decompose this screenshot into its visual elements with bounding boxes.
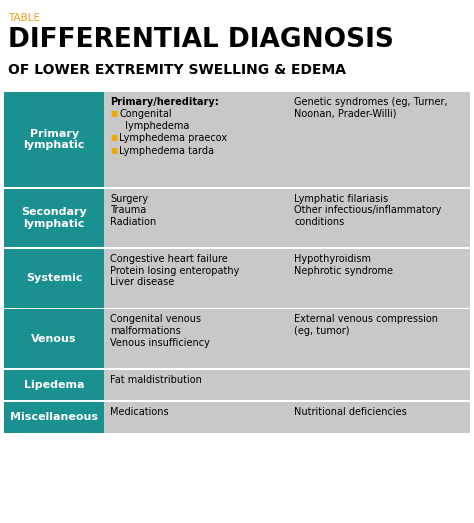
Text: Congenital
  lymphedema: Congenital lymphedema [119,109,190,131]
Bar [288,402,470,433]
Text: Miscellaneous: Miscellaneous [10,412,98,423]
Text: ■: ■ [110,133,118,142]
Bar [4,310,104,368]
Bar [104,92,288,187]
Bar [288,249,470,308]
Text: TABLE: TABLE [8,13,40,23]
Text: Systemic: Systemic [26,274,82,283]
Bar [104,189,288,247]
Bar [4,189,104,247]
Text: Venous: Venous [31,334,77,344]
Text: ■: ■ [110,146,118,155]
Bar [4,370,104,400]
Text: Lymphatic filariasis
Other infectious/inflammatory
conditions: Lymphatic filariasis Other infectious/in… [294,194,442,227]
Text: Congestive heart failure
Protein losing enteropathy
Liver disease: Congestive heart failure Protein losing … [110,254,239,287]
Bar [288,310,470,368]
Bar [104,370,288,400]
Bar [104,310,288,368]
Text: Nutritional deficiencies: Nutritional deficiencies [294,407,407,417]
Text: External venous compression
(eg, tumor): External venous compression (eg, tumor) [294,314,438,336]
Text: Genetic syndromes (eg, Turner,
Noonan, Prader-Willi): Genetic syndromes (eg, Turner, Noonan, P… [294,97,448,118]
Text: ■: ■ [110,109,118,118]
Bar [4,402,104,433]
Text: Primary/hereditary:: Primary/hereditary: [110,97,219,107]
Bar [4,249,104,308]
Text: Secondary
lymphatic: Secondary lymphatic [21,207,87,229]
Text: Congenital venous
malformations
Venous insufficiency: Congenital venous malformations Venous i… [110,314,210,348]
Text: Fat maldistribution: Fat maldistribution [110,374,202,385]
Bar [288,370,470,400]
Text: Hypothyroidism
Nephrotic syndrome: Hypothyroidism Nephrotic syndrome [294,254,393,276]
Bar [4,92,104,187]
Text: Lymphedema praecox: Lymphedema praecox [119,133,228,143]
Bar [104,402,288,433]
Text: Lymphedema tarda: Lymphedema tarda [119,146,214,156]
Text: OF LOWER EXTREMITY SWELLING & EDEMA: OF LOWER EXTREMITY SWELLING & EDEMA [8,63,346,77]
Text: Primary
lymphatic: Primary lymphatic [23,129,85,150]
Text: DIFFERENTIAL DIAGNOSIS: DIFFERENTIAL DIAGNOSIS [8,27,394,53]
Text: Surgery
Trauma
Radiation: Surgery Trauma Radiation [110,194,156,227]
Text: Lipedema: Lipedema [24,380,84,390]
Text: Medications: Medications [110,407,169,417]
Bar [288,92,470,187]
Bar [288,189,470,247]
Bar [104,249,288,308]
